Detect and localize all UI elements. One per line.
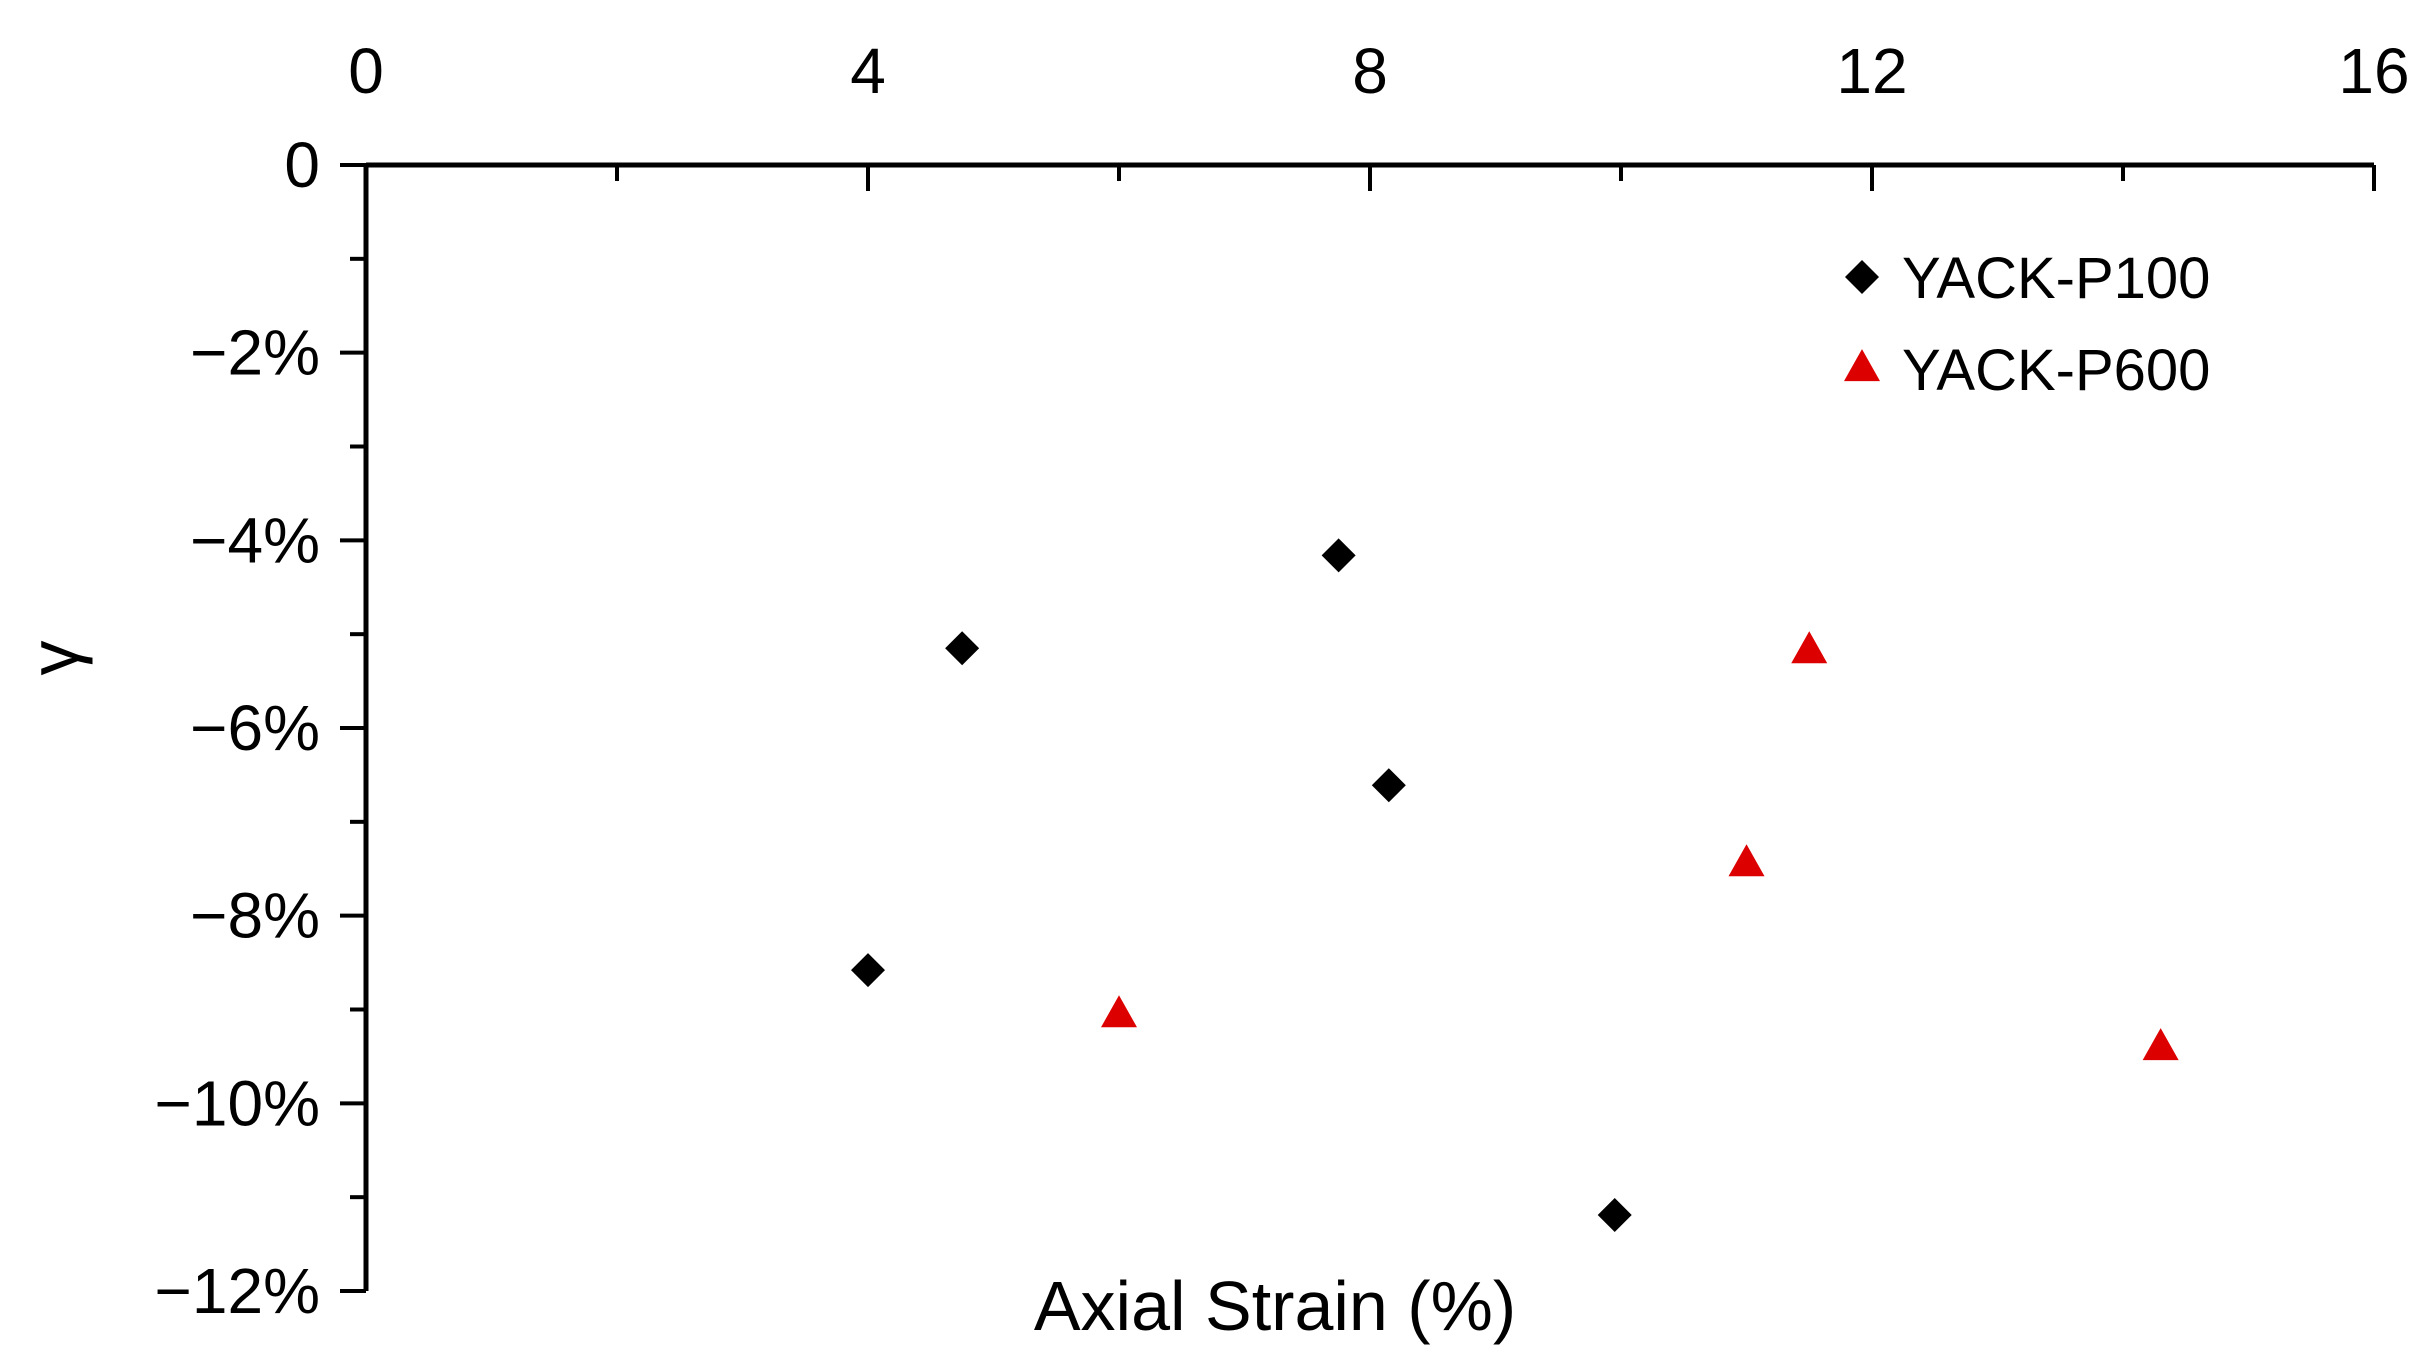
tick-labels: 0 4 8 12 16 0 −2% −4% −6% −8% −10% −12% xyxy=(155,35,2410,1327)
y-axis-title: γ xyxy=(15,641,93,676)
x-tick-label: 0 xyxy=(348,35,384,107)
axes xyxy=(363,162,2374,1291)
x-axis-title: Axial Strain (%) xyxy=(1034,1267,1516,1345)
tick-marks xyxy=(340,163,2376,1293)
legend-marker-series-2 xyxy=(1844,349,1880,382)
y-tick-label: −8% xyxy=(190,880,320,952)
point-series-2 xyxy=(1728,844,1765,877)
point-series-1 xyxy=(851,953,885,988)
legend-label-series-2: YACK-P600 xyxy=(1902,338,2210,403)
legend-marker-series-1 xyxy=(1845,260,1879,294)
point-series-1 xyxy=(1321,538,1356,573)
y-tick-label: −2% xyxy=(190,317,320,389)
data-points xyxy=(851,538,2179,1232)
point-series-2 xyxy=(1791,631,1828,664)
point-series-1 xyxy=(1371,768,1406,803)
y-tick-label: −6% xyxy=(190,692,320,764)
x-tick-label: 4 xyxy=(850,35,886,107)
point-series-2 xyxy=(2142,1028,2179,1061)
y-tick-label: −10% xyxy=(155,1067,320,1139)
y-tick-label: −4% xyxy=(190,504,320,576)
x-tick-label: 12 xyxy=(1836,35,1907,107)
y-tick-label: −12% xyxy=(155,1255,320,1327)
x-tick-label: 8 xyxy=(1352,35,1388,107)
y-tick-label: 0 xyxy=(284,129,320,201)
point-series-2 xyxy=(1101,995,1137,1028)
point-series-1 xyxy=(945,631,980,666)
legend-label-series-1: YACK-P100 xyxy=(1902,246,2210,311)
point-series-1 xyxy=(1597,1197,1632,1232)
legend: YACK-P100 YACK-P600 xyxy=(1844,246,2210,403)
x-tick-label: 16 xyxy=(2338,35,2409,107)
